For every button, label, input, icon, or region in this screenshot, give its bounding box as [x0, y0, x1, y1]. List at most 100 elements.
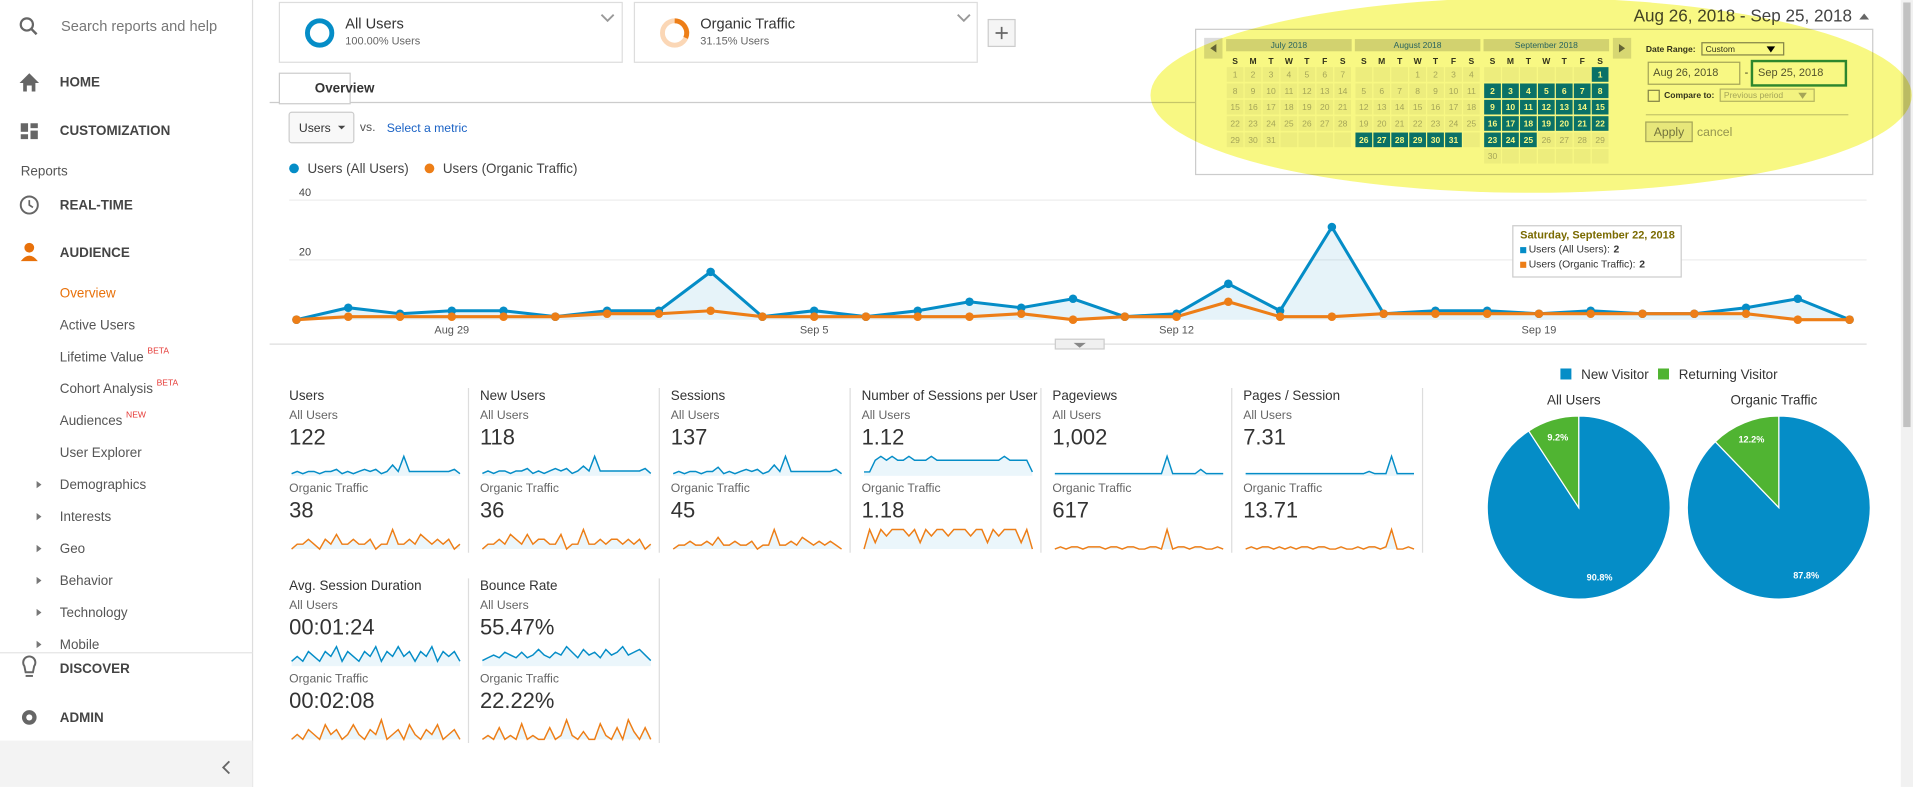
point: [706, 306, 715, 315]
legend-label: Users (Organic Traffic): [443, 161, 578, 176]
sparkline: [864, 455, 1034, 473]
segment-label: All Users: [862, 408, 911, 422]
segment-name: All Users: [345, 16, 404, 32]
point: [1741, 303, 1751, 313]
metric-value: 36: [480, 498, 504, 523]
segment-label: All Users: [480, 408, 529, 422]
nav-item[interactable]: HOME: [60, 74, 100, 89]
submenu-item[interactable]: Behavior: [60, 573, 113, 588]
submenu-item[interactable]: Cohort Analysis: [60, 381, 153, 396]
sparkline-area: [291, 719, 460, 740]
section-label: Reports: [21, 163, 68, 178]
search-icon-handle: [30, 28, 38, 36]
point: [1172, 312, 1181, 321]
metric-label: Users: [299, 121, 331, 135]
metric-value: 00:01:24: [289, 615, 374, 640]
realtime-icon[interactable]: [19, 195, 39, 215]
sparkline: [291, 527, 461, 551]
submenu-item[interactable]: Mobile: [60, 637, 100, 652]
discover-icon[interactable]: [22, 655, 37, 674]
nav-item[interactable]: REAL-TIME: [60, 198, 133, 213]
point: [706, 267, 715, 277]
segment-label: Organic Traffic: [289, 481, 368, 495]
pie-title: Organic Traffic: [1730, 393, 1817, 408]
audience-icon[interactable]: [24, 242, 35, 253]
metric-dropdown[interactable]: [288, 111, 355, 144]
metric-value: 00:02:08: [289, 688, 374, 713]
admin-icon-hole: [26, 714, 33, 721]
slice-label: 9.2%: [1547, 432, 1568, 442]
sparkline: [1054, 526, 1224, 551]
nav-item[interactable]: CUSTOMIZATION: [60, 123, 170, 138]
point: [1741, 309, 1751, 318]
point: [1275, 306, 1285, 315]
segment-box[interactable]: [633, 1, 978, 63]
slice-label: 90.8%: [1587, 573, 1613, 583]
point: [499, 306, 508, 315]
metric-value: 118: [480, 424, 515, 449]
expand-arrow: [36, 544, 42, 553]
badge: BETA: [147, 346, 169, 356]
submenu-item[interactable]: Active Users: [60, 317, 136, 332]
date-toggle[interactable]: [1859, 13, 1870, 20]
segment-chevron[interactable]: [957, 14, 971, 23]
custom-icon: [20, 134, 29, 140]
metric-name: Bounce Rate: [480, 578, 558, 593]
x-tick-label: Sep 12: [1159, 325, 1194, 337]
y-tick-label: 20: [299, 247, 311, 259]
point: [1016, 309, 1026, 318]
metric-value: 122: [289, 424, 326, 449]
sparkline: [481, 717, 652, 742]
submenu-item[interactable]: Overview: [60, 285, 116, 300]
metric-value: 13.71: [1243, 498, 1298, 523]
legend-label: Returning Visitor: [1679, 367, 1778, 382]
tab-label[interactable]: Overview: [315, 80, 375, 95]
collapse-button[interactable]: [221, 760, 231, 775]
point: [447, 306, 457, 315]
point: [1068, 315, 1078, 324]
segment-label: All Users: [480, 598, 529, 612]
tab[interactable]: [278, 72, 351, 105]
nav-item[interactable]: DISCOVER: [60, 661, 130, 676]
sparkline: [863, 527, 1034, 550]
point: [1431, 309, 1440, 318]
custom-icon[interactable]: [20, 123, 29, 132]
search-icon[interactable]: [19, 17, 35, 32]
metric-value: 45: [671, 498, 695, 523]
sparkline-area: [864, 456, 1033, 476]
point: [1586, 309, 1595, 318]
nav-item[interactable]: AUDIENCE: [60, 245, 130, 260]
submenu-item[interactable]: User Explorer: [60, 445, 142, 460]
custom-icon: [30, 130, 38, 140]
legend-swatch: [1658, 368, 1669, 380]
home-icon[interactable]: [19, 73, 40, 92]
y-tick-label: 40: [299, 187, 311, 199]
submenu-item[interactable]: Interests: [60, 509, 112, 524]
point: [809, 312, 819, 321]
point: [758, 312, 767, 321]
sparkline-area: [482, 646, 651, 667]
segment-label: Organic Traffic: [480, 671, 559, 685]
search-placeholder[interactable]: Search reports and help: [61, 19, 217, 35]
select-metric-link[interactable]: Select a metric: [387, 121, 468, 135]
point: [1793, 315, 1803, 324]
submenu-item[interactable]: Lifetime Value: [60, 349, 144, 364]
sparkline: [1245, 527, 1415, 550]
point: [1379, 309, 1388, 318]
point: [809, 306, 819, 315]
tooltip-label: Users (Organic Traffic):: [1529, 259, 1636, 270]
submenu-item[interactable]: Audiences: [60, 413, 123, 428]
sparkline: [1054, 453, 1224, 475]
segment-chevron[interactable]: [600, 14, 615, 23]
sparkline-area: [673, 456, 842, 476]
sidebar-icons: [19, 17, 40, 725]
segment-box[interactable]: [278, 1, 623, 63]
submenu-item[interactable]: Technology: [60, 605, 128, 620]
submenu-item[interactable]: Geo: [60, 541, 85, 556]
metric-value: 1.18: [862, 498, 905, 523]
add-icon: [995, 26, 1008, 40]
metric-value: 137: [671, 424, 708, 449]
scrollbar-thumb[interactable]: [1903, 2, 1911, 428]
submenu-item[interactable]: Demographics: [60, 477, 147, 492]
nav-item[interactable]: ADMIN: [60, 710, 104, 725]
